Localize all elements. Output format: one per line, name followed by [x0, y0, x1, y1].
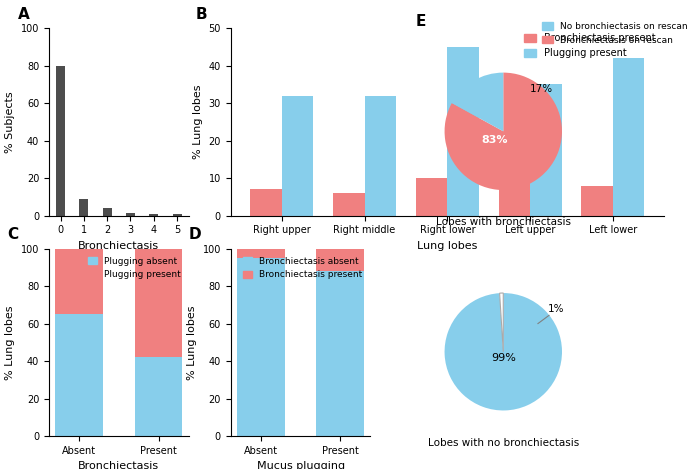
Bar	[365, 96, 396, 216]
Bar	[135, 357, 182, 436]
Bar	[56, 66, 65, 216]
Bar	[613, 58, 644, 216]
Wedge shape	[445, 73, 562, 190]
X-axis label: Mucus plugging: Mucus plugging	[257, 461, 345, 469]
Bar	[135, 249, 182, 357]
Bar	[126, 213, 135, 216]
Text: A: A	[18, 7, 30, 22]
Wedge shape	[445, 293, 562, 410]
Bar	[582, 186, 613, 216]
Bar	[237, 249, 284, 258]
Legend: Bronchiectasis absent, Bronchiectasis present: Bronchiectasis absent, Bronchiectasis pr…	[239, 253, 366, 283]
Bar	[333, 193, 365, 216]
Text: 99%: 99%	[491, 353, 516, 363]
Bar	[250, 189, 282, 216]
Text: Lobes with bronchiectasis: Lobes with bronchiectasis	[435, 217, 571, 227]
Bar	[447, 47, 479, 216]
Wedge shape	[452, 73, 503, 131]
Wedge shape	[500, 293, 503, 352]
Bar	[530, 84, 561, 216]
Text: D: D	[189, 227, 201, 242]
X-axis label: Bronchiectasis: Bronchiectasis	[78, 461, 159, 469]
Legend: No bronchiectasis on rescan, Bronchiectasis on rescan: No bronchiectasis on rescan, Bronchiecta…	[538, 19, 691, 48]
Bar	[55, 314, 103, 436]
Text: C: C	[7, 227, 18, 242]
Bar	[317, 271, 364, 436]
Y-axis label: % Lung lobes: % Lung lobes	[6, 305, 15, 379]
X-axis label: Bronchiectasis: Bronchiectasis	[78, 241, 159, 251]
Bar	[237, 258, 284, 436]
Legend: Bronchiectasis present, Plugging present: Bronchiectasis present, Plugging present	[520, 29, 659, 62]
Bar	[103, 208, 112, 216]
Bar	[282, 96, 313, 216]
Bar	[416, 178, 447, 216]
Bar	[80, 199, 88, 216]
Bar	[498, 182, 530, 216]
Bar	[317, 249, 364, 271]
Y-axis label: % Lung lobes: % Lung lobes	[193, 85, 203, 159]
Text: 17%: 17%	[530, 84, 553, 94]
Y-axis label: % Subjects: % Subjects	[6, 91, 15, 153]
Text: E: E	[416, 14, 426, 29]
Y-axis label: % Lung lobes: % Lung lobes	[187, 305, 197, 379]
Bar	[150, 214, 158, 216]
X-axis label: Lung lobes: Lung lobes	[417, 241, 477, 251]
Text: B: B	[196, 7, 208, 22]
Legend: Plugging absent, Plugging present: Plugging absent, Plugging present	[84, 253, 185, 283]
Text: Lobes with no bronchiectasis: Lobes with no bronchiectasis	[428, 438, 579, 448]
Bar	[173, 214, 182, 216]
Text: 1%: 1%	[548, 304, 564, 315]
Bar	[55, 249, 103, 314]
Text: 83%: 83%	[481, 135, 507, 145]
